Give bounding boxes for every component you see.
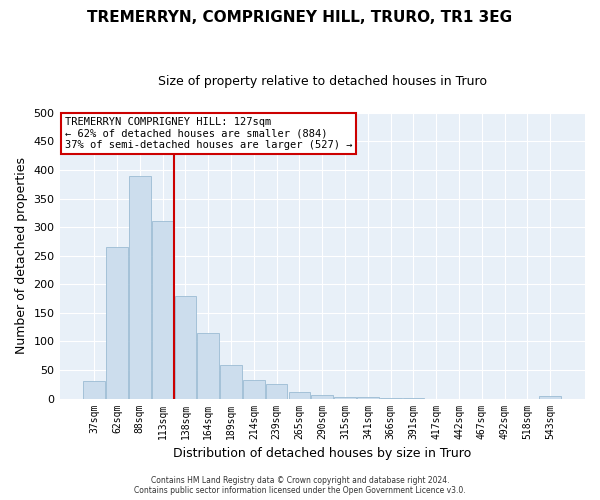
Bar [106,247,128,398]
Bar [539,396,561,398]
Title: Size of property relative to detached houses in Truro: Size of property relative to detached ho… [158,75,487,88]
Bar [289,392,310,398]
Text: TREMERRYN COMPRIGNEY HILL: 127sqm
← 62% of detached houses are smaller (884)
37%: TREMERRYN COMPRIGNEY HILL: 127sqm ← 62% … [65,117,352,150]
Bar [220,366,242,398]
Bar [197,333,219,398]
Bar [129,176,151,398]
X-axis label: Distribution of detached houses by size in Truro: Distribution of detached houses by size … [173,447,472,460]
Text: Contains HM Land Registry data © Crown copyright and database right 2024.
Contai: Contains HM Land Registry data © Crown c… [134,476,466,495]
Bar [152,222,173,398]
Bar [266,384,287,398]
Y-axis label: Number of detached properties: Number of detached properties [15,157,28,354]
Text: TREMERRYN, COMPRIGNEY HILL, TRURO, TR1 3EG: TREMERRYN, COMPRIGNEY HILL, TRURO, TR1 3… [88,10,512,25]
Bar [175,296,196,399]
Bar [334,397,356,398]
Bar [243,380,265,398]
Bar [83,382,105,398]
Bar [311,395,333,398]
